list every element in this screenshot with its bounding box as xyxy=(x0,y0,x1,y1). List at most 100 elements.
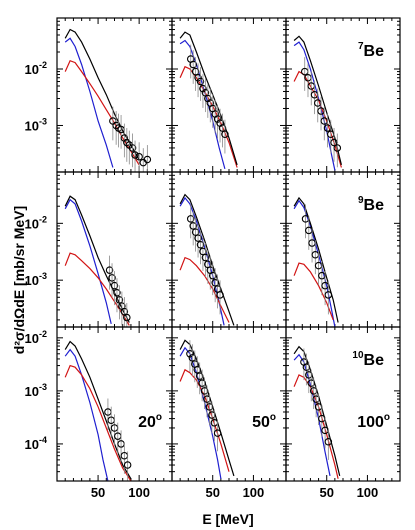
data-point xyxy=(324,437,333,446)
annotations: 7Be 9Be 20o 50o 100o 10Be xyxy=(138,41,390,431)
blue-curve xyxy=(179,39,226,170)
y-tick-label: 10-2 xyxy=(25,214,47,231)
black-curve xyxy=(64,28,140,160)
data-point xyxy=(194,234,202,242)
panel-frame xyxy=(285,171,401,328)
x-tick-label: 100 xyxy=(357,485,379,500)
y-tick-label: 10-2 xyxy=(25,329,47,346)
y-axis-label: d²σ/dΩdE [mb/sr MeV] xyxy=(11,206,27,354)
data-point xyxy=(198,379,206,387)
data-point xyxy=(309,387,318,395)
data-point xyxy=(189,60,197,69)
data-point xyxy=(108,274,116,282)
data-point xyxy=(305,371,313,379)
data-point xyxy=(324,291,333,299)
angle-label: 50o xyxy=(252,412,276,431)
panel-2-2 xyxy=(172,172,286,327)
data-point xyxy=(123,461,132,469)
isotope-label: 9Be xyxy=(358,195,384,214)
red-curve xyxy=(64,364,132,481)
panel-frame xyxy=(56,17,173,173)
data-point xyxy=(143,155,152,164)
blue-curve xyxy=(64,348,109,481)
data-point xyxy=(208,271,217,280)
panel-1-3 xyxy=(286,18,400,172)
data-point xyxy=(113,289,121,297)
panel-frame xyxy=(171,171,287,328)
angle-label: 20o xyxy=(138,412,162,431)
data-point xyxy=(135,152,143,161)
y-tick-label: 10-3 xyxy=(25,116,47,133)
x-tick-label: 50 xyxy=(319,485,333,500)
blue-curve xyxy=(293,353,331,477)
data-point xyxy=(193,366,201,374)
data-point xyxy=(312,395,320,403)
data-point xyxy=(333,144,342,152)
data-point xyxy=(195,372,204,380)
data-point xyxy=(186,350,194,358)
blue-curve xyxy=(64,198,112,325)
panel-1-1 xyxy=(57,18,172,172)
data-point xyxy=(199,84,207,93)
data-point xyxy=(128,144,137,152)
y-tick-label: 10-3 xyxy=(25,271,47,288)
tick-labels: 10-2 10-3 10-2 10-3 10-2 10-3 10-4 50 100 50 100 50… xyxy=(25,60,379,500)
panel-grid xyxy=(56,17,401,482)
data-point xyxy=(110,281,119,290)
data-point xyxy=(112,121,120,130)
data-point xyxy=(201,253,210,262)
red-curve xyxy=(179,368,230,472)
red-curve xyxy=(64,252,130,326)
data-point xyxy=(213,429,222,437)
x-tick-label: 100 xyxy=(243,485,265,500)
red-curve xyxy=(179,256,230,323)
panel-frame xyxy=(285,326,401,482)
x-axis-label: E [MeV] xyxy=(202,511,253,527)
data-point xyxy=(123,138,131,147)
data-point xyxy=(191,67,200,76)
data-point xyxy=(221,130,229,138)
black-curve xyxy=(179,193,235,326)
data-point xyxy=(196,240,205,249)
data-point xyxy=(218,124,227,132)
panel-2-3 xyxy=(286,172,400,327)
angle-label: 100o xyxy=(357,412,390,431)
y-tick-label: 10-2 xyxy=(25,60,47,77)
data-point xyxy=(213,115,222,123)
x-tick-label: 50 xyxy=(91,485,105,500)
panel-3-1 xyxy=(57,327,172,481)
data-point xyxy=(105,266,114,274)
data-point xyxy=(196,77,205,86)
data-point xyxy=(194,73,202,82)
panel-frame xyxy=(171,17,287,173)
data-point xyxy=(189,222,197,230)
data-point xyxy=(188,354,197,362)
y-tick-label: 10-4 xyxy=(25,435,47,452)
black-curve xyxy=(293,196,339,323)
panel-2-1 xyxy=(57,172,172,327)
black-curve xyxy=(64,195,130,323)
panel-3-3 xyxy=(286,327,400,481)
data-point xyxy=(216,291,224,299)
isotope-label: 7Be xyxy=(358,41,384,60)
data-point xyxy=(131,151,139,159)
red-curve xyxy=(179,65,238,168)
data-point xyxy=(203,395,211,403)
data-point xyxy=(199,247,207,256)
data-point xyxy=(123,313,131,322)
data-point xyxy=(186,215,195,223)
x-tick-label: 50 xyxy=(205,485,219,500)
panel-frame xyxy=(56,326,173,482)
data-point xyxy=(307,379,315,387)
data-point xyxy=(204,94,212,103)
data-point xyxy=(115,296,124,304)
panel-1-2 xyxy=(172,18,286,172)
black-curve xyxy=(179,31,238,166)
red-curve xyxy=(293,262,334,321)
y-tick-label: 10-3 xyxy=(25,382,47,399)
isotope-label: 10Be xyxy=(352,350,384,369)
data-point xyxy=(205,403,214,411)
panel-3-2 xyxy=(172,327,286,481)
red-curve xyxy=(64,59,140,166)
